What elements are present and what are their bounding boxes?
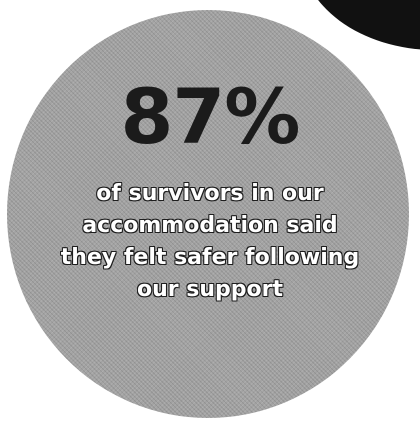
stat-caption-line: they felt safer following <box>60 245 360 270</box>
stat-caption-line: of survivors in our <box>96 181 324 206</box>
stat-circle <box>7 10 409 418</box>
stat-caption-line: accommodation said <box>82 213 338 238</box>
stat-caption-line: our support <box>136 277 284 302</box>
stat-percentage: 87% <box>120 72 301 161</box>
stat-caption: of survivors in our accommodation said t… <box>60 178 360 306</box>
